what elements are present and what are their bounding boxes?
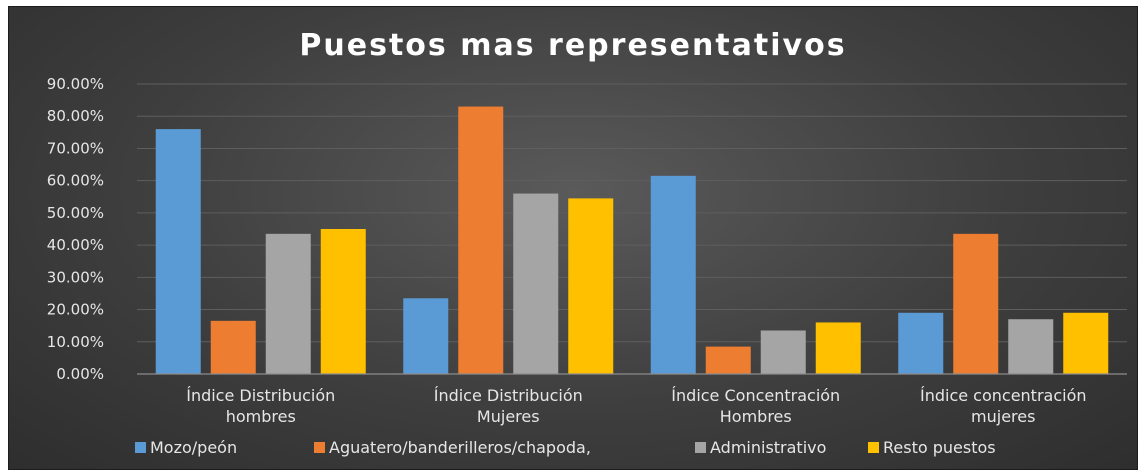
category-label-line: Índice concentración (920, 386, 1087, 405)
bar (898, 312, 944, 374)
bar (155, 129, 201, 374)
y-tick-label: 30.00% (47, 268, 104, 286)
category-label: Índice concentración mujeres (920, 386, 1087, 426)
bar (265, 233, 311, 374)
bar-chart: Puestos mas representativos 0.00% 10.00% 2… (47, 28, 1127, 457)
bar (650, 175, 696, 374)
category-label-line: Índice Distribución (186, 386, 335, 405)
chart-title: Puestos mas representativos (299, 28, 846, 63)
y-tick-label: 0.00% (56, 365, 104, 383)
legend-label: Aguatero/banderilleros/chapoda, (329, 438, 591, 457)
y-tick-label: 70.00% (47, 139, 104, 157)
bar (760, 330, 806, 374)
y-tick-label: 20.00% (47, 301, 104, 319)
legend-swatch (695, 442, 706, 453)
y-tick-label: 40.00% (47, 236, 104, 254)
bar (403, 298, 449, 374)
bar (815, 322, 861, 374)
bar (705, 346, 751, 374)
legend-label: Resto puestos (883, 438, 996, 457)
bar (210, 320, 256, 374)
bar (458, 106, 504, 375)
legend-label: Mozo/peón (150, 438, 237, 457)
category-label-line: Índice Distribución (434, 386, 583, 405)
bar (1008, 319, 1054, 374)
category-label: Índice Concentración Hombres (671, 386, 840, 426)
legend-label: Administrativo (710, 438, 826, 457)
category-label: Índice Distribución hombres (186, 386, 335, 426)
category-label-line: Mujeres (477, 407, 540, 426)
y-axis-ticks: 0.00% 10.00% 20.00% 30.00% 40.00% 50.00% 60.00… (47, 75, 104, 383)
y-tick-label: 60.00% (47, 172, 104, 190)
category-label: Índice Distribución Mujeres (434, 386, 583, 426)
category-label-line: hombres (226, 407, 296, 426)
legend-swatch (314, 442, 325, 453)
bar (320, 229, 366, 374)
bar (1063, 312, 1109, 374)
y-tick-label: 90.00% (47, 75, 104, 93)
y-tick-label: 50.00% (47, 204, 104, 222)
bars (155, 106, 1109, 375)
bar (513, 193, 559, 374)
bar (953, 233, 999, 374)
y-tick-label: 80.00% (47, 107, 104, 125)
legend-swatch (868, 442, 879, 453)
legend: Mozo/peón Aguatero/banderilleros/chapoda,… (135, 438, 996, 457)
y-tick-label: 10.00% (47, 333, 104, 351)
category-label-line: Hombres (720, 407, 792, 426)
category-label-line: Índice Concentración (671, 386, 840, 405)
category-label-line: mujeres (971, 407, 1035, 426)
chart-frame: Puestos mas representativos 0.00% 10.00% 2… (8, 6, 1138, 470)
legend-swatch (135, 442, 146, 453)
bar (568, 198, 614, 374)
